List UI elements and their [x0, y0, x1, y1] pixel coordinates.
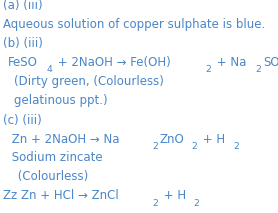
- Text: 2: 2: [192, 142, 198, 151]
- Text: (a) (iii): (a) (iii): [3, 0, 43, 12]
- Text: + H: + H: [199, 133, 225, 146]
- Text: ZnO: ZnO: [160, 133, 185, 146]
- Text: 2: 2: [152, 142, 158, 151]
- Text: 2: 2: [256, 65, 262, 74]
- Text: 2: 2: [152, 199, 158, 207]
- Text: gelatinous ppt.): gelatinous ppt.): [14, 94, 108, 107]
- Text: (c) (iii): (c) (iii): [3, 114, 41, 127]
- Text: Zz Zn + HCl → ZnCl: Zz Zn + HCl → ZnCl: [3, 189, 118, 202]
- Text: + Na: + Na: [213, 56, 246, 69]
- Text: (b) (iii): (b) (iii): [3, 37, 43, 50]
- Text: SO: SO: [263, 56, 278, 69]
- Text: (Colourless): (Colourless): [14, 170, 88, 183]
- Text: Zn + 2NaOH → Na: Zn + 2NaOH → Na: [8, 133, 120, 146]
- Text: + H: + H: [160, 189, 186, 202]
- Text: 2: 2: [205, 65, 211, 74]
- Text: Aqueous solution of copper sulphate is blue.: Aqueous solution of copper sulphate is b…: [3, 18, 265, 31]
- Text: Sodium zincate: Sodium zincate: [8, 151, 103, 164]
- Text: (Dirty green, (Colourless): (Dirty green, (Colourless): [14, 75, 164, 88]
- Text: FeSO: FeSO: [8, 56, 38, 69]
- Text: 2: 2: [193, 199, 199, 207]
- Text: 2: 2: [233, 142, 239, 151]
- Text: + 2NaOH → Fe(OH): + 2NaOH → Fe(OH): [54, 56, 171, 69]
- Text: 4: 4: [47, 65, 53, 74]
